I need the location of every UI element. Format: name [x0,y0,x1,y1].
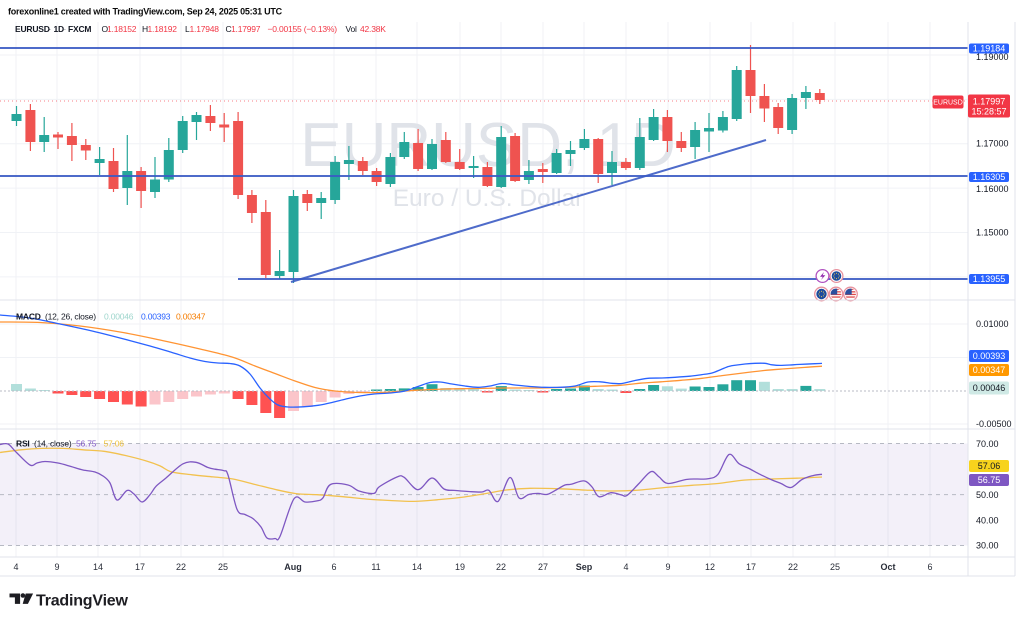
svg-text:(14, close): (14, close) [34,439,72,449]
svg-text:(12, 26, close): (12, 26, close) [45,312,96,322]
svg-text:9: 9 [665,562,670,572]
svg-text:0.00393: 0.00393 [141,312,171,322]
svg-text:Sep: Sep [576,562,593,572]
svg-text:TradingView: TradingView [36,593,129,610]
svg-text:1.16305: 1.16305 [973,172,1006,182]
svg-text:Aug: Aug [284,562,302,572]
svg-text:Euro / U.S. Dollar: Euro / U.S. Dollar [393,185,584,212]
svg-text:1.17948: 1.17948 [190,24,220,34]
svg-text:1.18152: 1.18152 [107,24,137,34]
svg-text:22: 22 [788,562,798,572]
svg-text:EURUSD: EURUSD [933,100,963,107]
svg-text:0.00046: 0.00046 [973,383,1006,393]
svg-text:1.19000: 1.19000 [976,52,1009,62]
svg-text:O: O [102,24,109,34]
svg-text:22: 22 [496,562,506,572]
svg-text:L: L [185,24,190,34]
svg-text:C: C [226,24,232,34]
svg-text:1.17997: 1.17997 [231,24,261,34]
svg-text:-0.00500: -0.00500 [976,419,1012,429]
svg-text:56.75: 56.75 [978,475,1001,485]
svg-text:17: 17 [135,562,145,572]
svg-text:12: 12 [705,562,715,572]
svg-text:17: 17 [746,562,756,572]
svg-text:25: 25 [218,562,228,572]
svg-text:1.15000: 1.15000 [976,228,1009,238]
svg-text:·: · [64,24,67,34]
svg-text:EURUSD: EURUSD [15,24,50,34]
svg-text:Vol: Vol [346,24,358,34]
svg-text:MACD: MACD [16,312,41,322]
svg-text:30.00: 30.00 [976,541,999,551]
svg-text:1.17997: 1.17997 [973,97,1006,107]
svg-text:·: · [49,24,52,34]
svg-text:0.01000: 0.01000 [976,319,1009,329]
svg-text:forexonline1 created with Trad: forexonline1 created with TradingView.co… [8,7,283,17]
svg-text:4: 4 [13,562,18,572]
svg-text:57.06: 57.06 [104,439,125,449]
svg-text:RSI: RSI [16,439,30,449]
svg-text:1.18192: 1.18192 [148,24,178,34]
svg-text:42.38K: 42.38K [360,24,386,34]
svg-text:9: 9 [54,562,59,572]
svg-text:FXCM: FXCM [68,24,91,34]
svg-text:40.00: 40.00 [976,515,999,525]
svg-text:11: 11 [371,562,380,572]
svg-text:H: H [142,24,148,34]
svg-text:Oct: Oct [880,562,895,572]
svg-text:27: 27 [538,562,548,572]
svg-text:15:28:57: 15:28:57 [971,107,1006,117]
svg-text:57.06: 57.06 [978,461,1001,471]
svg-text:6: 6 [927,562,932,572]
svg-text:19: 19 [455,562,465,572]
svg-text:0.00347: 0.00347 [176,312,206,322]
svg-text:6: 6 [331,562,336,572]
svg-text:−0.00155 (−0.13%): −0.00155 (−0.13%) [268,24,338,34]
svg-text:1.13955: 1.13955 [973,274,1006,284]
svg-text:1D: 1D [54,24,65,34]
svg-text:0.00046: 0.00046 [104,312,134,322]
svg-text:1.16000: 1.16000 [976,184,1009,194]
svg-text:0.00347: 0.00347 [973,365,1006,375]
svg-text:50.00: 50.00 [976,490,999,500]
svg-text:4: 4 [623,562,628,572]
svg-text:0.00393: 0.00393 [973,351,1006,361]
svg-text:22: 22 [176,562,186,572]
svg-text:56.75: 56.75 [76,439,97,449]
svg-text:1.17000: 1.17000 [976,139,1009,149]
svg-text:1.19184: 1.19184 [973,44,1006,54]
svg-text:25: 25 [830,562,840,572]
svg-text:70.00: 70.00 [976,439,999,449]
svg-text:14: 14 [412,562,422,572]
svg-text:14: 14 [93,562,103,572]
